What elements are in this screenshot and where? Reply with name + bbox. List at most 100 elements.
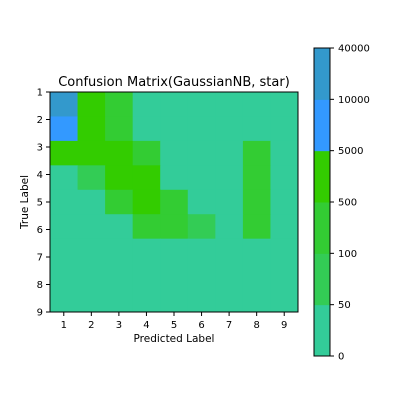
heatmap-cell [270, 116, 299, 142]
heatmap-cell [105, 238, 134, 264]
heatmap-cell [215, 238, 244, 264]
heatmap-cell [105, 165, 134, 191]
heatmap-cell [105, 189, 134, 215]
heatmap-cell [242, 287, 271, 313]
heatmap-cell [50, 238, 79, 264]
colorbar-segment [314, 253, 330, 306]
heatmap-cell [187, 238, 216, 264]
heatmap-cell [187, 189, 216, 215]
heatmap-cell [242, 116, 271, 142]
heatmap-cell [132, 116, 161, 142]
x-tick-label: 9 [281, 320, 287, 331]
heatmap-cell [270, 263, 299, 289]
heatmap-cell [160, 263, 189, 289]
y-tick-label: 2 [37, 115, 43, 126]
x-tick-label: 6 [198, 320, 204, 331]
y-tick-label: 3 [37, 143, 43, 154]
heatmap-cell [160, 238, 189, 264]
heatmap-cell [270, 287, 299, 313]
heatmap-cell [215, 140, 244, 166]
heatmap-cell [50, 189, 79, 215]
x-tick-label: 5 [171, 320, 177, 331]
colorbar-tick-label: 0 [338, 352, 344, 363]
colorbar-segment [314, 99, 330, 152]
x-tick-label: 8 [253, 320, 259, 331]
heatmap-cell [105, 116, 134, 142]
y-tick-label: 9 [37, 308, 43, 319]
heatmap-cell [77, 165, 106, 191]
heatmap-cell [132, 287, 161, 313]
colorbar-tick-label: 40000 [338, 44, 370, 55]
heatmap-cells [50, 92, 299, 313]
x-tick-label: 7 [226, 320, 232, 331]
heatmap-cell [50, 92, 79, 117]
colorbar-segment [314, 202, 330, 254]
heatmap-cell [215, 263, 244, 289]
heatmap-cell [270, 214, 299, 240]
heatmap-cell [270, 189, 299, 215]
heatmap-cell [132, 140, 161, 166]
heatmap-cell [77, 140, 106, 166]
colorbar-tick-label: 100 [338, 249, 357, 260]
heatmap-cell [50, 287, 79, 313]
heatmap-cell [270, 92, 299, 117]
y-tick-label: 5 [37, 198, 43, 209]
heatmap-cell [105, 214, 134, 240]
heatmap-cell [105, 92, 134, 117]
heatmap-cell [160, 116, 189, 142]
heatmap-cell [105, 287, 134, 313]
heatmap-cell [50, 214, 79, 240]
heatmap-cell [270, 165, 299, 191]
y-axis-ticks: 1 2 3 4 5 6 7 8 9 [37, 88, 50, 319]
heatmap-cell [77, 214, 106, 240]
heatmap-cell [50, 165, 79, 191]
heatmap-cell [132, 189, 161, 215]
y-tick-label: 7 [37, 253, 43, 264]
heatmap-cell [242, 238, 271, 264]
x-axis-label: Predicted Label [134, 333, 215, 345]
heatmap-cell [270, 238, 299, 264]
heatmap-cell [132, 165, 161, 191]
heatmap-cell [242, 189, 271, 215]
colorbar [314, 48, 330, 357]
colorbar-segment [314, 48, 330, 100]
heatmap-cell [187, 165, 216, 191]
heatmap-cell [215, 287, 244, 313]
chart-title: Confusion Matrix(GaussianNB, star) [58, 75, 290, 90]
y-tick-label: 4 [37, 170, 43, 181]
colorbar-tick-label: 50 [338, 300, 351, 311]
heatmap-cell [77, 189, 106, 215]
heatmap-cell [132, 214, 161, 240]
heatmap-cell [242, 140, 271, 166]
heatmap-cell [160, 165, 189, 191]
heatmap-cell [187, 214, 216, 240]
heatmap-cell [215, 214, 244, 240]
heatmap-cell [187, 140, 216, 166]
heatmap-cell [160, 189, 189, 215]
heatmap-cell [187, 116, 216, 142]
heatmap-cell [132, 263, 161, 289]
heatmap-cell [77, 238, 106, 264]
heatmap-cell [242, 214, 271, 240]
heatmap-cell [270, 140, 299, 166]
heatmap-cell [77, 263, 106, 289]
colorbar-tick-label: 5000 [338, 146, 363, 157]
colorbar-tick-label: 500 [338, 198, 357, 209]
x-axis-ticks: 1 2 3 4 5 6 7 8 9 [61, 312, 287, 331]
heatmap-cell [242, 92, 271, 117]
heatmap-cell [187, 287, 216, 313]
heatmap-cell [160, 287, 189, 313]
heatmap-cell [77, 92, 106, 117]
heatmap-cell [215, 116, 244, 142]
heatmap-cell [105, 263, 134, 289]
heatmap-cell [160, 92, 189, 117]
heatmap-cell [132, 92, 161, 117]
heatmap-cell [215, 189, 244, 215]
heatmap-cell [50, 263, 79, 289]
heatmap-cell [50, 140, 79, 166]
colorbar-ticks: 0 50 100 500 5000 10000 40000 [330, 44, 370, 363]
heatmap-cell [242, 165, 271, 191]
heatmap-cell [77, 287, 106, 313]
colorbar-segment [314, 304, 330, 357]
